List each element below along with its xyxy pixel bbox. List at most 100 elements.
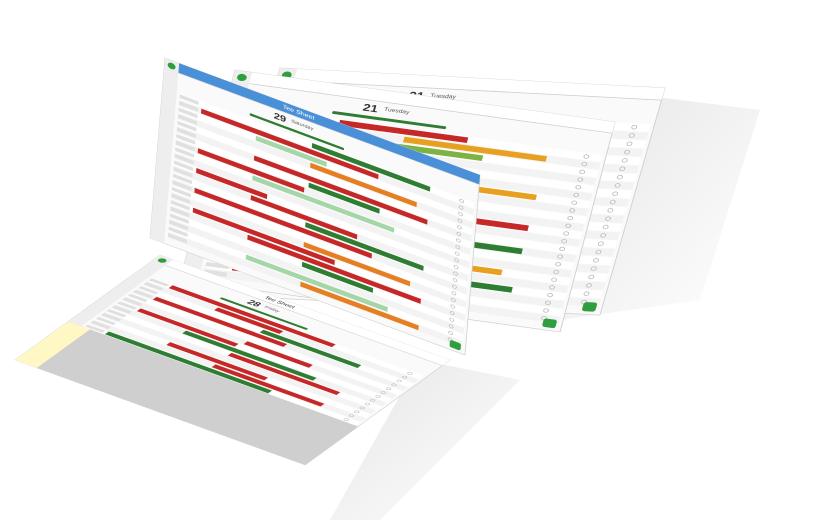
toolbar-border	[165, 265, 443, 366]
status-icon	[551, 277, 557, 282]
booking	[168, 285, 336, 348]
time-cell	[176, 134, 196, 145]
status-icon	[602, 224, 609, 230]
status-icon	[396, 379, 402, 383]
status-icon	[614, 183, 621, 188]
toolbar	[293, 68, 666, 101]
shadow	[330, 360, 520, 520]
booking	[252, 175, 395, 233]
status-icon	[451, 291, 457, 296]
day-name: Tuesday	[429, 93, 457, 100]
status-icon	[454, 258, 460, 263]
time-cell	[169, 213, 189, 224]
booking	[247, 234, 421, 304]
time-cell	[173, 167, 193, 178]
booking	[255, 135, 327, 167]
time-cell	[106, 309, 127, 318]
status-icon	[547, 292, 553, 298]
booking	[300, 281, 419, 331]
sidebar	[149, 58, 180, 244]
details-pane	[15, 321, 359, 466]
time-cell	[172, 180, 192, 191]
status-icon	[565, 223, 572, 228]
notes-strip	[15, 321, 90, 368]
status-icon	[619, 166, 626, 172]
status-icon	[557, 254, 564, 259]
status-icon	[541, 316, 547, 321]
app-logo	[157, 258, 167, 263]
status-icon	[401, 375, 408, 379]
status-icon	[631, 124, 638, 130]
booking	[243, 341, 313, 368]
time-cell	[175, 140, 195, 152]
app-logo	[237, 73, 247, 82]
status-icon	[600, 233, 607, 238]
status-icon	[449, 317, 455, 322]
status-icon	[628, 133, 635, 138]
booking	[211, 364, 325, 407]
chat-button	[542, 318, 557, 329]
time-cell	[122, 297, 143, 306]
time-cell	[172, 173, 193, 185]
time-cell	[179, 94, 199, 106]
booking	[214, 307, 284, 334]
time-cell	[170, 206, 190, 218]
time-cell	[177, 120, 197, 132]
booking	[305, 222, 424, 271]
status-icon	[597, 241, 604, 246]
app-logo	[167, 62, 176, 70]
status-icon	[380, 391, 386, 394]
booking	[166, 342, 269, 381]
status-icon	[588, 274, 595, 280]
status-icon	[575, 185, 582, 190]
day-name: Friday	[263, 305, 282, 313]
status-icon	[567, 215, 574, 221]
status-icon	[453, 271, 458, 276]
status-icon	[609, 199, 616, 205]
status-icon	[553, 269, 560, 275]
booking	[194, 187, 372, 259]
chat-button	[449, 340, 461, 351]
row	[126, 292, 403, 395]
booking	[245, 254, 388, 312]
status-icon	[455, 245, 461, 250]
date-bar	[249, 113, 345, 151]
row	[174, 152, 470, 269]
status-icon	[590, 266, 597, 271]
status-icon	[343, 418, 349, 421]
status-icon	[364, 402, 371, 406]
time-cell	[174, 160, 194, 172]
row	[171, 185, 467, 302]
status-icon	[612, 191, 619, 197]
time-cell	[205, 261, 230, 270]
status-icon	[453, 264, 459, 269]
status-icon	[573, 192, 580, 198]
booking	[403, 136, 548, 162]
time-cell	[117, 301, 138, 310]
status-icon	[624, 149, 631, 155]
status-icon	[448, 330, 453, 335]
status-icon	[616, 174, 623, 180]
status-icon	[585, 283, 592, 288]
status-icon	[579, 169, 586, 175]
status-icon	[543, 308, 549, 313]
time-cell	[203, 269, 228, 277]
status-icon	[581, 162, 588, 167]
date-bar	[220, 297, 308, 330]
date-number: 28	[244, 299, 264, 309]
time-cell	[171, 186, 192, 198]
status-icon	[456, 231, 462, 236]
time-cell	[170, 200, 190, 211]
status-icon	[626, 141, 633, 147]
booking	[253, 155, 428, 225]
status-icon	[407, 371, 413, 375]
row	[168, 218, 465, 335]
date-bar	[332, 111, 447, 130]
status-icon	[583, 154, 590, 159]
status-icon	[459, 198, 464, 203]
status-icon	[577, 177, 584, 182]
